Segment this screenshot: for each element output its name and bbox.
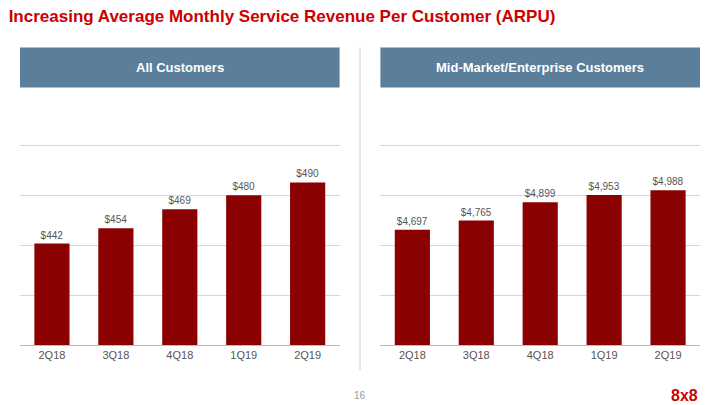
svg-text:$4,988: $4,988 — [653, 176, 684, 187]
svg-text:2Q19: 2Q19 — [655, 349, 682, 361]
svg-text:3Q18: 3Q18 — [463, 349, 490, 361]
svg-text:Increasing Average Monthly Ser: Increasing Average Monthly Service Reven… — [9, 7, 556, 26]
svg-text:4Q18: 4Q18 — [166, 349, 193, 361]
svg-text:$4,953: $4,953 — [589, 181, 620, 192]
svg-text:8x8: 8x8 — [671, 387, 698, 404]
svg-text:2Q18: 2Q18 — [399, 349, 426, 361]
svg-text:16: 16 — [354, 390, 366, 401]
svg-text:4Q18: 4Q18 — [527, 349, 554, 361]
svg-text:$442: $442 — [41, 230, 64, 241]
svg-text:3Q18: 3Q18 — [102, 349, 129, 361]
svg-text:$454: $454 — [105, 214, 128, 225]
svg-text:1Q19: 1Q19 — [591, 349, 618, 361]
svg-text:$469: $469 — [168, 195, 191, 206]
svg-text:$490: $490 — [296, 168, 319, 179]
svg-text:$4,697: $4,697 — [397, 216, 428, 227]
svg-text:Mid-Market/Enterprise Customer: Mid-Market/Enterprise Customers — [436, 60, 644, 75]
svg-text:$4,899: $4,899 — [525, 188, 556, 199]
svg-text:2Q19: 2Q19 — [294, 349, 321, 361]
svg-text:1Q19: 1Q19 — [230, 349, 257, 361]
svg-text:$4,765: $4,765 — [461, 207, 492, 218]
svg-text:2Q18: 2Q18 — [38, 349, 65, 361]
svg-text:$480: $480 — [232, 181, 255, 192]
svg-text:All Customers: All Customers — [136, 60, 224, 75]
